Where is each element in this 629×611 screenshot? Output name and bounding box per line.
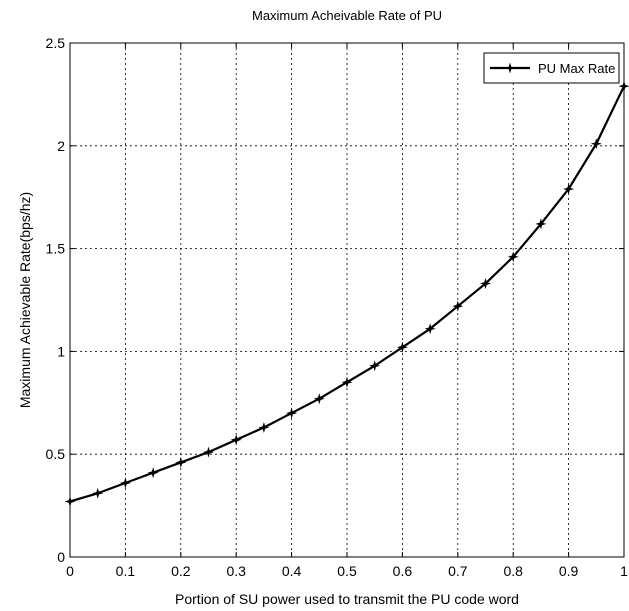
data-point-marker: [396, 341, 408, 353]
x-tick-label: 0.8: [503, 563, 523, 579]
axis-ticks: 0 0.1 0.2 0.3 0.4 0.5 0.6 0.7 0.8 0.9 1 0 0.5 1 1.5 2 2.…: [46, 35, 629, 579]
data-point-marker: [64, 495, 76, 507]
legend-star-marker: [504, 62, 516, 74]
x-tick-label: 0.7: [448, 563, 468, 579]
x-tick-label: 0.6: [393, 563, 413, 579]
data-point-marker: [618, 80, 629, 92]
data-point-marker: [92, 487, 104, 499]
y-tick-label: 0.5: [46, 446, 66, 462]
legend: PU Max Rate: [483, 52, 620, 84]
x-tick-label: 0: [66, 563, 74, 579]
x-tick-label: 0.4: [282, 563, 302, 579]
series-layer: [64, 80, 629, 507]
y-tick-label: 1: [57, 343, 65, 359]
x-axis-label: Portion of SU power used to transmit the…: [175, 591, 519, 607]
data-point-marker: [119, 477, 131, 489]
data-point-marker: [147, 467, 159, 479]
data-point-marker: [286, 407, 298, 419]
y-axis-label: Maximum Achievable Rate(bps/hz): [17, 192, 33, 408]
legend-label: PU Max Rate: [538, 61, 615, 76]
data-point-marker: [313, 393, 325, 405]
x-tick-label: 0.9: [559, 563, 579, 579]
data-point-marker: [203, 446, 214, 458]
data-point-marker: [369, 360, 381, 372]
y-tick-label: 1.5: [46, 241, 66, 257]
x-tick-label: 0.3: [226, 563, 246, 579]
x-tick-label: 0.5: [337, 563, 357, 579]
chart-title: Maximum Acheivable Rate of PU: [252, 8, 442, 23]
data-point-marker: [341, 376, 353, 388]
x-tick-label: 1: [620, 563, 628, 579]
data-point-marker: [507, 251, 519, 263]
data-point-marker: [230, 434, 242, 446]
data-point-marker: [480, 278, 491, 290]
data-point-marker: [535, 218, 547, 230]
data-point-marker: [590, 138, 602, 150]
data-point-marker: [175, 456, 187, 468]
y-tick-label: 2: [57, 138, 65, 154]
data-point-marker: [452, 300, 464, 312]
y-tick-label: 2.5: [46, 35, 66, 51]
x-tick-label: 0.1: [116, 563, 136, 579]
data-point-marker: [258, 421, 270, 433]
y-tick-label: 0: [57, 549, 65, 565]
data-point-marker: [563, 183, 575, 195]
data-point-marker: [424, 323, 436, 335]
x-tick-label: 0.2: [171, 563, 191, 579]
grid: [70, 43, 624, 557]
